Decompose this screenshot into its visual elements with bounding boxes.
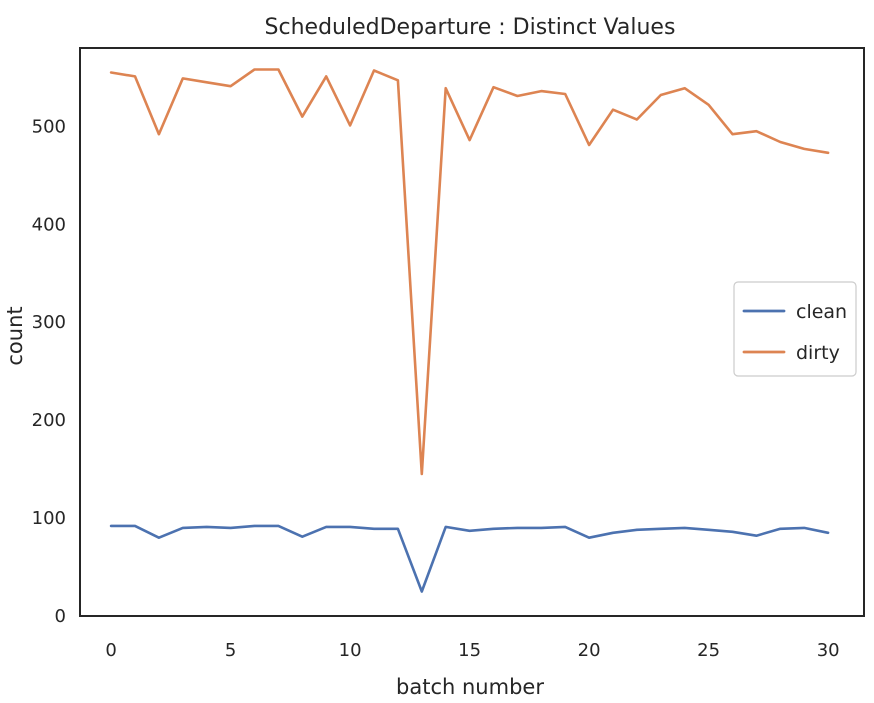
x-tick-label: 15: [458, 640, 481, 661]
x-axis-label: batch number: [396, 675, 544, 699]
y-axis-label: count: [3, 306, 27, 365]
series-line-dirty: [109, 68, 830, 476]
x-tick-label: 5: [225, 640, 236, 661]
y-tick-label: 100: [32, 508, 66, 529]
y-tick-label: 0: [55, 606, 66, 627]
legend-label-clean: clean: [796, 301, 847, 323]
y-tick-label: 200: [32, 410, 66, 431]
y-tick-label: 400: [32, 214, 66, 235]
x-tick-label: 10: [339, 640, 362, 661]
x-tick-label: 0: [105, 640, 116, 661]
series-line-clean: [109, 524, 830, 593]
x-tick-label: 20: [578, 640, 601, 661]
y-tick-label: 500: [32, 116, 66, 137]
legend: clean dirty: [733, 281, 857, 377]
plot-area: 0 100 200 300 400 500 0 5 10 15 20 25 30: [32, 47, 865, 661]
legend-label-dirty: dirty: [796, 342, 840, 364]
y-tick-label: 300: [32, 312, 66, 333]
x-tick-label: 30: [817, 640, 840, 661]
plot-frame: [79, 47, 865, 617]
chart-title: ScheduledDeparture : Distinct Values: [265, 15, 676, 40]
x-tick-label: 25: [697, 640, 720, 661]
